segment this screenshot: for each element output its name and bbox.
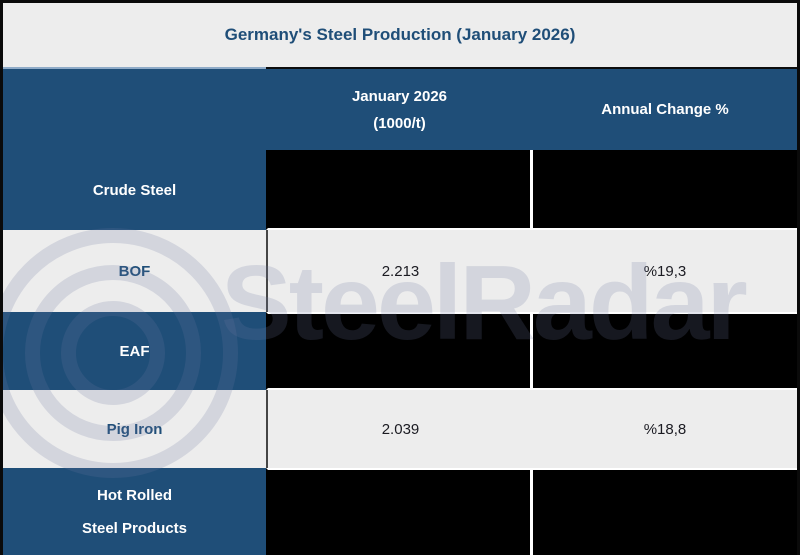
header-label-spacer <box>3 69 266 150</box>
table-row-crude-steel: Crude Steel <box>3 150 797 230</box>
divider-dark-segment <box>266 67 797 69</box>
divider-highlight-segment <box>3 67 266 69</box>
redacted-value-cell <box>268 470 533 555</box>
value-cell: 2.213 <box>381 262 420 280</box>
row-label: Crude Steel <box>3 150 266 230</box>
row-values <box>266 150 797 230</box>
table-row-bof: BOF 2.213 %19,3 <box>3 230 797 312</box>
row-values <box>266 312 797 390</box>
row-label: EAF <box>3 312 266 390</box>
redacted-change-cell <box>533 470 797 555</box>
column-header-january-2026: January 2026 (1000/t) <box>351 87 448 132</box>
change-cell: %18,8 <box>643 420 687 438</box>
title-row: Germany's Steel Production (January 2026… <box>3 3 797 67</box>
row-label: BOF <box>3 230 266 312</box>
table-row-eaf: EAF <box>3 312 797 390</box>
value-cell: 2.039 <box>381 420 420 438</box>
row-values: 2.039 %18,8 <box>266 390 797 468</box>
table-header-row: January 2026 (1000/t) Annual Change % <box>3 69 797 150</box>
table-row-pig-iron: Pig Iron 2.039 %18,8 <box>3 390 797 468</box>
row-values: 2.213 %19,3 <box>266 230 797 312</box>
change-cell: %19,3 <box>643 262 687 280</box>
title-divider <box>3 67 797 69</box>
row-label: Hot Rolled Steel Products <box>3 468 266 555</box>
row-values <box>266 468 797 555</box>
redacted-value-cell <box>268 150 533 228</box>
column-header-annual-change: Annual Change % <box>601 101 729 118</box>
page-title: Germany's Steel Production (January 2026… <box>224 25 576 44</box>
redacted-change-cell <box>533 150 797 228</box>
row-label: Pig Iron <box>3 390 266 468</box>
redacted-change-cell <box>533 314 797 388</box>
redacted-value-cell <box>268 314 533 388</box>
table-row-hot-rolled: Hot Rolled Steel Products <box>3 468 797 555</box>
